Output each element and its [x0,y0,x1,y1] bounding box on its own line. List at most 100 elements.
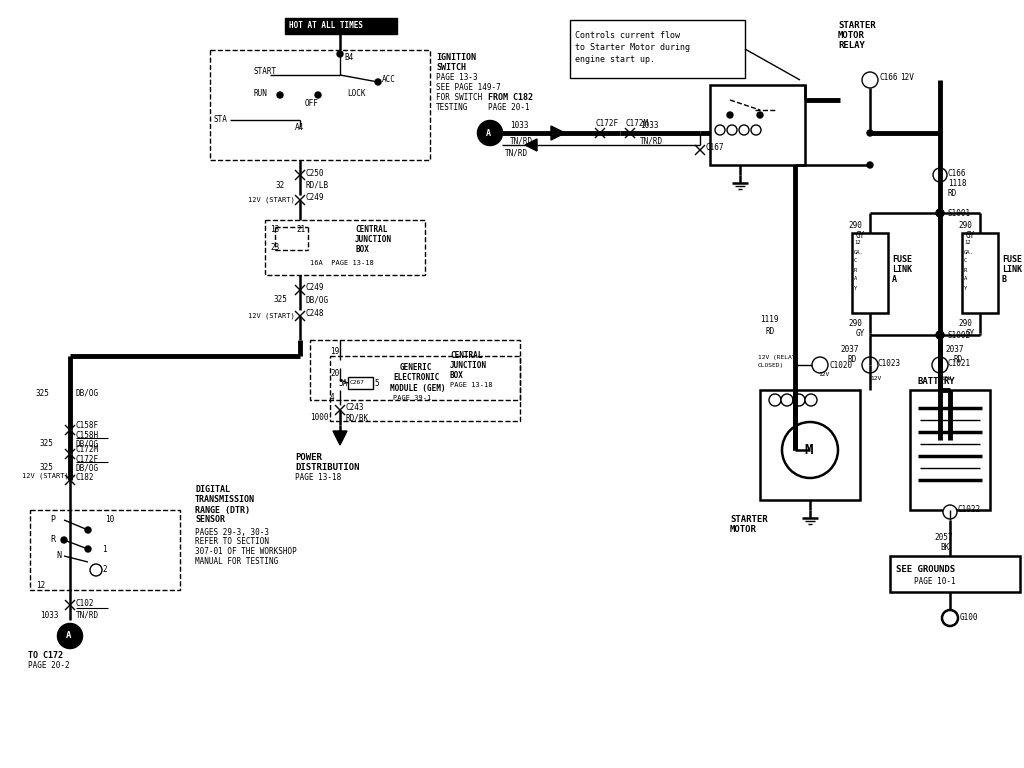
Text: SENSOR: SENSOR [195,515,225,525]
Polygon shape [525,139,537,151]
Text: B4: B4 [344,52,353,61]
Text: FROM C182: FROM C182 [488,92,534,101]
Text: A: A [854,276,857,282]
Text: 290: 290 [848,220,862,230]
Text: RUN: RUN [254,90,268,98]
Text: 2057: 2057 [934,532,952,541]
Text: C249: C249 [305,194,324,203]
Circle shape [943,505,957,519]
Text: 12V (START): 12V (START) [248,313,295,319]
Bar [348,377,373,389]
Text: 12V (START): 12V (START) [248,197,295,204]
Circle shape [375,79,381,85]
Circle shape [782,422,838,478]
Circle shape [867,130,873,136]
Circle shape [478,121,502,145]
Text: M: M [804,443,812,457]
Text: 12V: 12V [940,376,951,380]
Text: 2: 2 [102,565,106,574]
Text: 12: 12 [36,581,45,590]
Text: SEE PAGE 149-7: SEE PAGE 149-7 [436,82,501,91]
Text: 2037: 2037 [945,346,964,355]
Circle shape [781,394,793,406]
Text: LINK: LINK [1002,266,1022,274]
Text: DIGITAL: DIGITAL [195,485,230,495]
Text: MODULE (GEM): MODULE (GEM) [390,383,445,392]
Text: 5: 5 [374,379,379,388]
Text: A: A [486,128,490,137]
Text: PAGE 13-18: PAGE 13-18 [450,382,493,388]
Text: C158H: C158H [76,431,99,439]
Text: 12V: 12V [900,74,913,82]
Circle shape [337,51,343,57]
Text: C250: C250 [305,168,324,177]
Circle shape [751,125,761,135]
Circle shape [936,331,944,339]
Text: A: A [892,276,897,284]
Text: 10: 10 [105,515,115,525]
Text: 290: 290 [958,319,972,327]
Text: R: R [854,267,857,273]
Polygon shape [551,126,565,140]
Text: 23: 23 [270,243,280,253]
Text: CENTRAL: CENTRAL [450,350,482,359]
Text: 1033: 1033 [510,121,528,131]
Text: PAGE 13-3: PAGE 13-3 [436,72,477,81]
Circle shape [727,125,737,135]
Bar [890,556,1020,592]
Text: 1118: 1118 [948,178,967,187]
Text: B: B [1002,276,1007,284]
Text: ELECTRONIC: ELECTRONIC [393,373,439,382]
Text: 1033: 1033 [640,121,658,131]
Text: STA: STA [214,115,228,124]
Text: GENERIC: GENERIC [400,363,432,372]
Text: REFER TO SECTION: REFER TO SECTION [195,538,269,547]
Text: C172M: C172M [76,445,99,453]
Circle shape [769,394,781,406]
Text: R: R [50,535,55,545]
Text: SWITCH: SWITCH [436,62,466,71]
Text: GY: GY [856,329,865,337]
Text: FOR SWITCH: FOR SWITCH [436,92,482,101]
Text: STARTER: STARTER [730,515,768,525]
Text: HOT AT ALL TIMES: HOT AT ALL TIMES [289,22,362,31]
Text: RANGE (DTR): RANGE (DTR) [195,505,250,515]
Text: MOTOR: MOTOR [730,525,757,535]
Text: 1119: 1119 [760,316,778,325]
Text: CENTRAL: CENTRAL [355,226,387,234]
Text: SEE GROUNDS: SEE GROUNDS [896,565,955,574]
Text: PAGE 10-1: PAGE 10-1 [914,578,955,587]
Text: 12V (RELAY: 12V (RELAY [758,356,796,360]
Text: BOX: BOX [450,370,464,379]
Text: C166: C166 [948,168,967,177]
Circle shape [757,112,763,118]
Text: RD: RD [848,356,857,365]
Text: GY: GY [856,230,865,240]
Text: A: A [964,276,968,282]
Text: C102: C102 [76,598,94,607]
Text: 12V: 12V [818,372,829,378]
Text: OFF: OFF [305,100,318,108]
Text: 12V (START): 12V (START) [22,473,69,479]
Text: C248: C248 [305,310,324,319]
Bar [265,220,425,275]
Text: 325: 325 [274,296,288,304]
Text: P: P [50,515,55,525]
Bar [710,85,805,165]
Text: C182: C182 [76,474,94,482]
Text: POWER: POWER [295,453,322,462]
Bar [570,20,745,78]
Bar [962,233,998,313]
Circle shape [936,209,944,217]
Circle shape [933,168,947,182]
Text: 12: 12 [854,240,860,246]
Text: 16A  PAGE 13-18: 16A PAGE 13-18 [310,260,374,266]
Text: C: C [964,259,968,263]
Bar [310,340,520,400]
Text: G100: G100 [961,614,979,623]
Circle shape [739,125,749,135]
Text: TN/RD: TN/RD [505,148,528,157]
Text: PAGES 29-3, 30-3: PAGES 29-3, 30-3 [195,528,269,537]
Circle shape [867,162,873,168]
Text: PAGE 20-2: PAGE 20-2 [28,661,70,670]
